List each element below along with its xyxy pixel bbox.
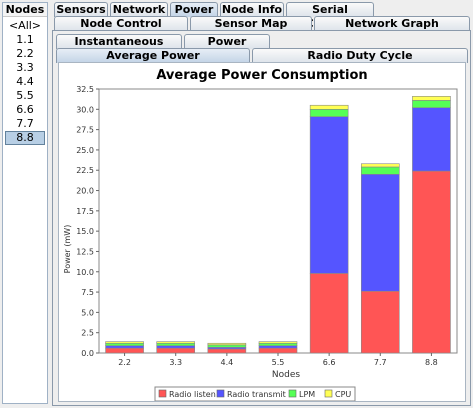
legend-box [154, 386, 356, 401]
bar-segment-lpm [309, 109, 349, 117]
bar-segment-radio-listen [156, 347, 196, 354]
node-item-3-3[interactable]: 3.3 [16, 61, 34, 74]
bar-segment-radio-transmit [156, 345, 196, 349]
chart-title: Average Power Consumption [156, 68, 367, 83]
legend-swatch [288, 389, 297, 398]
nodes-header: Nodes [3, 3, 47, 17]
bar-segment-lpm [412, 100, 451, 108]
tab-network[interactable]: Network [110, 2, 168, 17]
node-item-8-8[interactable]: 8.8 [5, 131, 45, 145]
bar-segment-radio-listen [360, 290, 400, 354]
tab-network-graph[interactable]: Network Graph [314, 16, 470, 31]
x-tick-label: 2.2 [118, 358, 131, 367]
x-tick-label: 7.7 [374, 358, 387, 367]
tab-sensor-map[interactable]: Sensor Map [190, 16, 312, 31]
bar-segment-cpu [412, 96, 451, 101]
y-tick-label: 32.5 [76, 85, 94, 94]
y-axis-label: Power (mW) [63, 225, 72, 274]
bar-segment-radio-listen [258, 347, 298, 354]
x-tick-label: 3.3 [169, 358, 182, 367]
bar-segment-lpm [105, 342, 144, 346]
y-tick-label: 7.5 [81, 288, 94, 297]
tab-serial-console[interactable]: Serial Console [286, 2, 374, 30]
bar-segment-radio-listen [309, 273, 349, 354]
bar-segment-radio-transmit [360, 173, 400, 292]
legend-label: LPM [299, 390, 315, 399]
bar-segment-lpm [258, 342, 298, 346]
legend-swatch [216, 389, 225, 398]
x-tick-label: 8.8 [425, 358, 438, 367]
tab-power[interactable]: Power [170, 2, 218, 17]
bar-segment-radio-listen [207, 348, 247, 354]
node-item-6-6[interactable]: 6.6 [16, 103, 34, 116]
plot-area: 0.0 2.5 5.0 7.5 10.0 12.5 15.0 17.5 20.0 22.5 25.0… [76, 85, 458, 367]
x-axis-label: Nodes [272, 370, 300, 380]
bar-segment-cpu [207, 342, 247, 346]
node-item-2-2[interactable]: 2.2 [16, 47, 34, 60]
bar-segment-lpm [360, 166, 400, 175]
x-tick-label: 4.4 [220, 358, 233, 367]
bar-segment-cpu [258, 341, 298, 344]
y-tick-label: 12.5 [76, 247, 94, 256]
chart-panel: Average Power Consumption Power (mW) Nod… [58, 62, 466, 402]
bar-segment-cpu [360, 163, 400, 168]
average-power-chart: Average Power Consumption Power (mW) Nod… [63, 68, 458, 401]
legend-swatch [158, 389, 167, 398]
x-tick-label: 6.6 [323, 358, 336, 367]
bar-segment-cpu [156, 341, 196, 344]
y-tick-label: 10.0 [76, 268, 94, 277]
y-tick-label: 17.5 [76, 207, 94, 216]
x-tick-label: 5.5 [272, 358, 285, 367]
tab-average-power[interactable]: Average Power [56, 48, 250, 63]
bar-segment-lpm [156, 342, 196, 346]
bar-segment-radio-listen [105, 347, 144, 354]
legend-label: Radio transmit [227, 390, 286, 399]
bar-segment-lpm [207, 344, 247, 348]
bar-segment-radio-listen [412, 170, 451, 354]
y-tick-label: 0.0 [81, 349, 94, 358]
node-item-7-7[interactable]: 7.7 [16, 117, 34, 130]
y-tick-label: 15.0 [76, 227, 94, 236]
legend-swatch [324, 389, 333, 398]
tab-radio-duty-cycle[interactable]: Radio Duty Cycle [252, 48, 468, 63]
y-tick-label: 5.0 [81, 308, 94, 317]
node-item-1-1[interactable]: 1.1 [16, 33, 34, 46]
tab-power-history[interactable]: Power History [184, 34, 270, 62]
plot-background [98, 88, 458, 354]
tab-instantaneous-power[interactable]: Instantaneous Power [56, 34, 182, 62]
node-item-all[interactable]: <All> [8, 19, 42, 32]
legend-label: Radio listen [169, 390, 216, 399]
bar-segment-radio-transmit [258, 345, 298, 349]
y-tick-label: 20.0 [76, 187, 94, 196]
y-tick-label: 2.5 [81, 329, 94, 338]
y-tick-label: 25.0 [76, 146, 94, 155]
legend-label: CPU [335, 390, 351, 399]
tab-node-control[interactable]: Node Control [54, 16, 188, 31]
bar-segment-radio-transmit [412, 107, 451, 172]
y-tick-label: 22.5 [76, 166, 94, 175]
bar-segment-radio-transmit [309, 116, 349, 274]
tab-sensors[interactable]: Sensors [54, 2, 108, 17]
chart-legend: Radio listen Radio transmit LPM CPU [154, 386, 356, 401]
y-tick-label: 30.0 [76, 105, 94, 114]
node-item-4-4[interactable]: 4.4 [16, 75, 34, 88]
bar-segment-radio-transmit [105, 345, 144, 349]
y-tick-label: 27.5 [76, 126, 94, 135]
nodes-list: Nodes <All> 1.1 2.2 3.3 4.4 5.5 6.6 7.7 … [2, 2, 48, 404]
bar-segment-cpu [105, 341, 144, 344]
node-item-5-5[interactable]: 5.5 [16, 89, 34, 102]
bar-segment-cpu [309, 104, 349, 110]
tab-node-info[interactable]: Node Info [220, 2, 284, 17]
